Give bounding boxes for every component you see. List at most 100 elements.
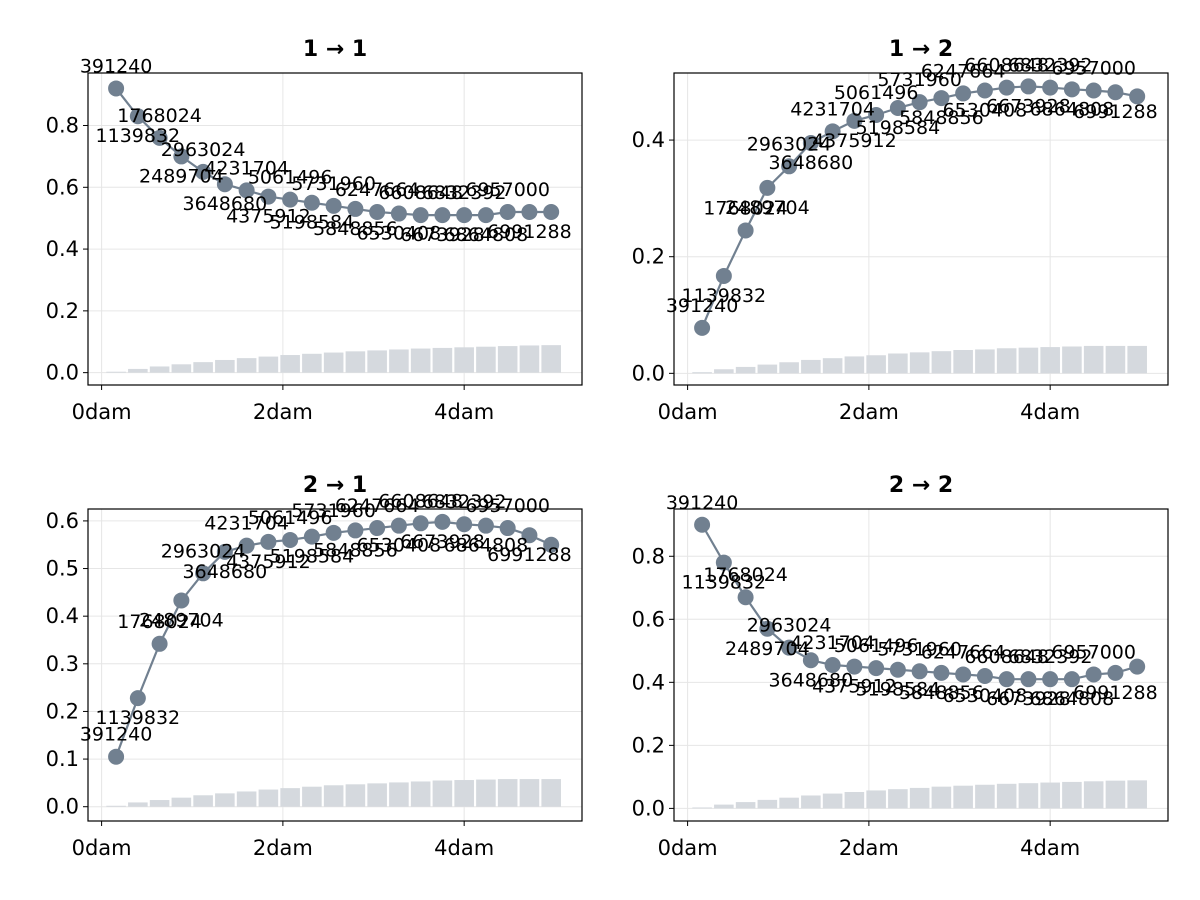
data-point <box>369 204 386 221</box>
point-label: 6864808 <box>444 224 529 246</box>
point-label: 5731960 <box>877 69 962 91</box>
point-label: 2489704 <box>139 165 224 187</box>
bar <box>1018 347 1039 374</box>
bar <box>1083 345 1104 374</box>
data-point <box>933 664 950 681</box>
data-point <box>260 188 277 205</box>
data-point <box>303 528 320 545</box>
bar <box>844 792 865 809</box>
bar <box>975 349 995 374</box>
bar <box>822 793 843 809</box>
point-label: 6673928 <box>400 224 485 246</box>
bar <box>345 351 366 373</box>
data-point <box>238 537 255 554</box>
bar <box>931 351 952 374</box>
data-point <box>846 658 863 675</box>
point-label: 4231704 <box>790 98 875 120</box>
bar <box>866 355 886 374</box>
axes-frame <box>673 508 1169 822</box>
axes-frame <box>87 72 583 386</box>
x-tick-label: 4dam <box>1020 400 1080 424</box>
bar <box>106 805 126 807</box>
bar <box>476 779 496 807</box>
data-point <box>911 94 928 111</box>
point-label: 6864808 <box>1030 688 1115 710</box>
bar <box>1105 780 1126 809</box>
data-point <box>108 80 125 97</box>
data-point <box>369 520 386 537</box>
bar <box>714 804 734 809</box>
y-tick-label: 0.0 <box>46 795 79 819</box>
data-point <box>737 222 754 239</box>
data-point <box>456 516 473 533</box>
bar <box>692 807 712 809</box>
point-label: 3648680 <box>769 669 854 691</box>
y-tick-label: 0.6 <box>632 607 665 631</box>
y-tick-label: 0.4 <box>46 237 79 261</box>
data-point <box>347 522 364 539</box>
data-point <box>1129 658 1146 675</box>
data-point <box>781 158 798 175</box>
data-point <box>868 660 885 677</box>
bar <box>735 366 756 374</box>
y-tick-label: 0.4 <box>632 128 665 152</box>
point-label: 6247664 <box>921 60 1006 82</box>
point-label: 6832392 <box>1008 55 1093 77</box>
data-point <box>347 200 364 217</box>
data-point <box>216 176 233 193</box>
x-tick-label: 0dam <box>72 400 132 424</box>
bar <box>1083 781 1104 809</box>
point-label: 6957000 <box>1051 641 1136 663</box>
bar <box>953 785 973 809</box>
bar <box>149 366 170 373</box>
bar <box>497 779 518 807</box>
bar <box>128 802 148 807</box>
axes-frame <box>87 508 583 822</box>
bar <box>149 800 170 807</box>
data-point <box>238 182 255 199</box>
point-label: 1768024 <box>703 564 788 586</box>
bar <box>909 352 930 374</box>
y-tick-label: 0.0 <box>632 361 665 385</box>
data-point <box>976 82 993 99</box>
bar <box>280 355 300 373</box>
point-label: 6991288 <box>487 221 572 243</box>
bar <box>215 359 235 373</box>
bar <box>432 780 453 807</box>
point-label: 5198584 <box>856 117 941 139</box>
x-tick-label: 4dam <box>434 836 494 860</box>
x-tick-label: 2dam <box>839 836 899 860</box>
point-label: 1139832 <box>682 285 767 307</box>
point-label: 5731960 <box>291 173 376 195</box>
data-point <box>1063 81 1080 98</box>
y-tick-label: 0.8 <box>46 114 79 138</box>
point-label: 6957000 <box>465 179 550 201</box>
data-point <box>759 179 776 196</box>
data-point <box>282 191 299 208</box>
point-label: 6864808 <box>1030 98 1115 120</box>
point-label: 4375912 <box>812 676 897 698</box>
data-point <box>477 207 494 224</box>
bar <box>389 349 409 373</box>
point-label: 4231704 <box>204 157 289 179</box>
bar <box>193 362 213 373</box>
data-point <box>781 639 798 656</box>
bar <box>280 788 300 807</box>
point-label: 1139832 <box>96 125 181 147</box>
bar <box>1105 345 1126 374</box>
data-point <box>390 517 407 534</box>
x-tick-label: 0dam <box>658 400 718 424</box>
point-label: 5198584 <box>270 212 355 234</box>
bar <box>106 371 126 373</box>
data-point <box>802 134 819 151</box>
bar <box>714 369 734 374</box>
point-label: 2963024 <box>747 133 832 155</box>
y-tick-label: 0.3 <box>46 652 79 676</box>
data-point <box>737 589 754 606</box>
x-tick-label: 0dam <box>658 836 718 860</box>
bar <box>215 793 235 807</box>
data-point <box>151 635 168 652</box>
